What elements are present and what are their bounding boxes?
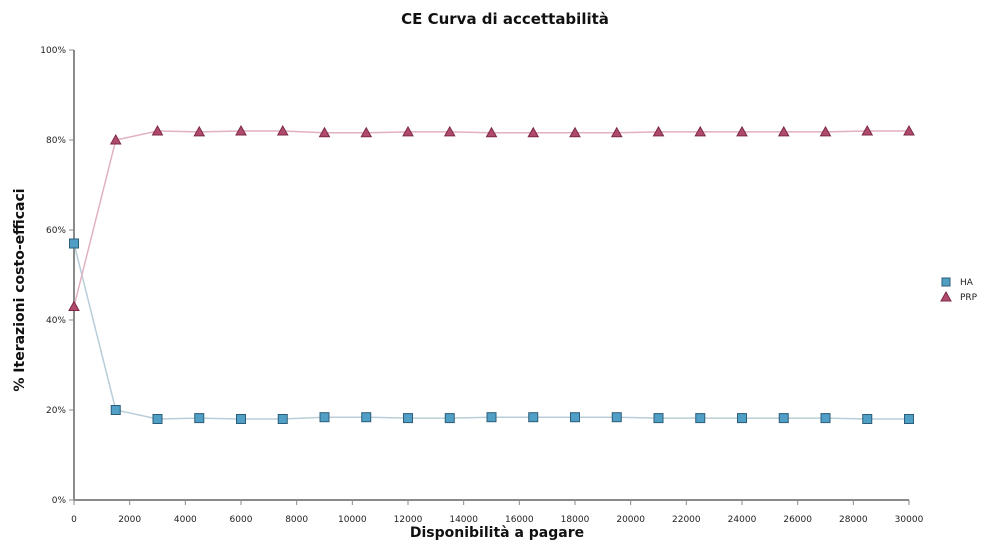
data-point-ha <box>444 413 455 424</box>
x-tick-label: 28000 <box>839 515 868 525</box>
data-point-prp <box>903 124 915 136</box>
legend-marker-prp <box>940 290 952 302</box>
legend-marker-ha <box>941 277 951 287</box>
data-point-prp <box>193 125 206 137</box>
data-point-prp <box>68 300 80 311</box>
data-point-ha <box>778 413 789 424</box>
data-point-prp <box>402 125 414 137</box>
data-point-ha <box>319 412 330 423</box>
y-tick-label: 40% <box>46 316 66 326</box>
x-tick-label: 0 <box>71 515 77 525</box>
x-tick-label: 30000 <box>895 515 924 525</box>
data-point-prp <box>569 126 581 138</box>
series-layer <box>68 124 915 424</box>
x-axis: 0 2000 4000 6000 8000 10000 12000 14000 16000 180… <box>71 499 924 525</box>
data-point-prp <box>151 124 164 136</box>
data-point-ha <box>361 412 372 423</box>
data-point-ha <box>570 412 580 423</box>
data-point-ha <box>110 405 121 415</box>
data-point-prp <box>235 124 247 136</box>
x-tick-label: 22000 <box>672 515 701 525</box>
data-point-ha <box>820 413 831 424</box>
x-tick-label: 24000 <box>728 515 757 525</box>
x-tick-label: 16000 <box>505 515 534 525</box>
data-point-prp <box>276 124 289 136</box>
data-point-ha <box>277 414 288 424</box>
x-tick-label: 10000 <box>338 515 367 525</box>
x-tick-label: 18000 <box>561 515 590 525</box>
x-tick-label: 8000 <box>285 515 308 525</box>
data-point-ha <box>152 414 163 424</box>
data-point-ha <box>862 414 873 424</box>
y-axis: 0% 20% 40% 60% 80% 100% <box>40 46 75 506</box>
y-tick-label: 80% <box>46 136 66 146</box>
data-point-prp <box>736 125 748 137</box>
data-point-prp <box>652 125 665 137</box>
x-tick-label: 20000 <box>616 515 645 525</box>
y-axis-label: % Iterazioni costo-efficaci <box>12 188 28 391</box>
x-tick-label: 14000 <box>449 515 478 525</box>
data-point-ha <box>653 413 664 424</box>
legend-label-ha: HA <box>960 278 974 288</box>
chart-title: CE Curva di accettabilità <box>401 10 609 28</box>
y-tick-label: 0% <box>52 496 67 506</box>
data-point-prp <box>777 125 790 137</box>
data-point-prp <box>109 133 122 145</box>
y-tick-label: 60% <box>46 226 66 236</box>
data-point-ha <box>904 414 914 424</box>
y-tick-label: 20% <box>46 406 66 416</box>
legend-label-prp: PRP <box>960 293 978 303</box>
data-point-ha <box>194 413 205 424</box>
data-point-ha <box>236 414 246 424</box>
data-point-prp <box>610 126 623 138</box>
x-tick-label: 4000 <box>174 515 197 525</box>
x-tick-label: 26000 <box>783 515 812 525</box>
data-point-ha <box>611 412 622 423</box>
data-point-ha <box>403 413 413 424</box>
data-point-prp <box>527 126 540 138</box>
x-tick-label: 12000 <box>394 515 423 525</box>
series-line-prp <box>73 130 909 307</box>
data-point-prp <box>861 124 874 136</box>
data-point-prp <box>485 126 498 138</box>
data-point-prp <box>443 125 456 137</box>
data-point-prp <box>318 126 331 138</box>
x-tick-label: 6000 <box>230 515 253 525</box>
y-tick-label: 100% <box>40 46 66 56</box>
series-line-ha <box>73 243 909 420</box>
data-point-prp <box>360 126 373 138</box>
data-point-ha <box>528 412 539 423</box>
data-point-ha <box>695 413 706 424</box>
data-point-ha <box>69 238 79 249</box>
legend: HA PRP <box>940 277 978 303</box>
data-point-prp <box>819 125 832 137</box>
data-point-ha <box>486 412 497 423</box>
data-point-ha <box>737 413 747 424</box>
x-tick-label: 2000 <box>118 515 141 525</box>
x-axis-label: Disponibilità a pagare <box>410 525 584 541</box>
data-point-prp <box>694 125 707 137</box>
